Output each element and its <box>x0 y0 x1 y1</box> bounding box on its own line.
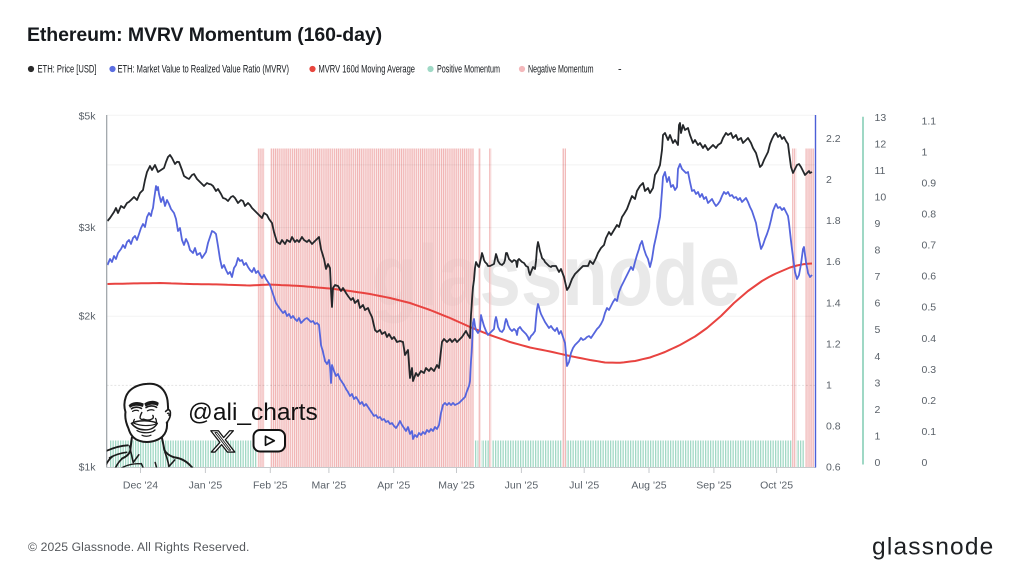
svg-text:Jul '25: Jul '25 <box>569 480 599 492</box>
svg-text:© 2025 Glassnode. All Rights R: © 2025 Glassnode. All Rights Reserved. <box>28 540 249 554</box>
svg-text:Oct '25: Oct '25 <box>760 480 793 492</box>
svg-text:1: 1 <box>826 379 832 391</box>
svg-text:Jan '25: Jan '25 <box>189 480 223 492</box>
svg-text:-: - <box>618 64 622 76</box>
svg-text:5: 5 <box>875 324 881 336</box>
svg-text:0: 0 <box>875 457 881 469</box>
svg-text:$2k: $2k <box>79 311 97 323</box>
svg-text:Negative Momentum: Negative Momentum <box>528 64 594 76</box>
svg-text:Aug '25: Aug '25 <box>631 480 666 492</box>
svg-text:MVRV 160d Moving Average: MVRV 160d Moving Average <box>319 64 416 76</box>
svg-text:0.6: 0.6 <box>922 271 937 283</box>
svg-text:$5k: $5k <box>79 111 97 123</box>
svg-text:1.2: 1.2 <box>826 338 841 350</box>
svg-text:0.8: 0.8 <box>826 420 841 432</box>
svg-text:0.4: 0.4 <box>922 333 937 345</box>
svg-text:ETH: Price [USD]: ETH: Price [USD] <box>38 64 97 76</box>
svg-text:11: 11 <box>875 165 886 177</box>
svg-text:2.2: 2.2 <box>826 133 841 145</box>
svg-text:0.6: 0.6 <box>826 462 841 474</box>
svg-text:ETH: Market Value to Realized: ETH: Market Value to Realized Value Rati… <box>118 64 290 76</box>
svg-text:Dec '24: Dec '24 <box>123 480 158 492</box>
svg-text:1.8: 1.8 <box>826 215 841 227</box>
svg-text:Jun '25: Jun '25 <box>505 480 539 492</box>
svg-text:2: 2 <box>826 174 832 186</box>
svg-text:2: 2 <box>875 404 881 416</box>
svg-text:13: 13 <box>875 112 887 124</box>
svg-text:Ethereum: MVRV Momentum (160-d: Ethereum: MVRV Momentum (160-day) <box>27 24 382 46</box>
svg-text:0.5: 0.5 <box>922 302 937 314</box>
svg-text:May '25: May '25 <box>438 480 475 492</box>
svg-text:Apr '25: Apr '25 <box>377 480 410 492</box>
svg-text:10: 10 <box>875 192 887 204</box>
svg-text:Sep '25: Sep '25 <box>696 480 731 492</box>
svg-text:Feb '25: Feb '25 <box>253 480 288 492</box>
svg-text:0.3: 0.3 <box>922 364 937 376</box>
svg-text:0.9: 0.9 <box>922 178 937 190</box>
svg-text:1: 1 <box>922 146 928 158</box>
svg-text:Mar '25: Mar '25 <box>312 480 347 492</box>
svg-text:glassnode: glassnode <box>872 534 995 561</box>
svg-text:Positive Momentum: Positive Momentum <box>437 64 500 76</box>
svg-text:8: 8 <box>875 245 881 257</box>
svg-text:7: 7 <box>875 271 881 283</box>
svg-text:1.1: 1.1 <box>922 115 937 127</box>
svg-text:$1k: $1k <box>79 462 97 474</box>
svg-text:9: 9 <box>875 218 881 230</box>
svg-text:0.2: 0.2 <box>922 395 937 407</box>
svg-text:12: 12 <box>875 138 887 150</box>
svg-text:6: 6 <box>875 298 881 310</box>
svg-text:$3k: $3k <box>79 222 97 234</box>
svg-text:0: 0 <box>922 457 928 469</box>
svg-text:3: 3 <box>875 377 881 389</box>
svg-text:1: 1 <box>875 430 881 442</box>
svg-text:0.8: 0.8 <box>922 209 937 221</box>
svg-text:0.1: 0.1 <box>922 426 937 438</box>
svg-text:1.6: 1.6 <box>826 256 841 268</box>
svg-text:4: 4 <box>875 351 881 363</box>
svg-text:1.4: 1.4 <box>826 297 841 309</box>
svg-text:@ali_charts: @ali_charts <box>188 399 318 426</box>
svg-text:0.7: 0.7 <box>922 240 937 252</box>
